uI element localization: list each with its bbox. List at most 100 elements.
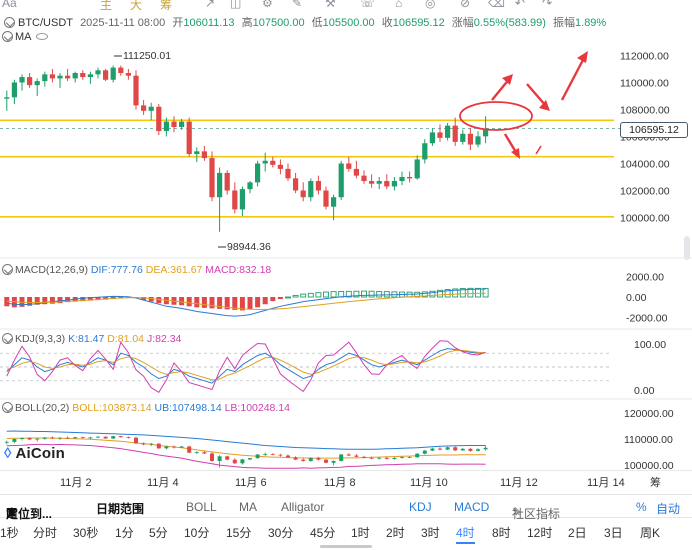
undo-icon[interactable]: ↶ [515, 0, 526, 10]
boll-panel: 120000.00 110000.00 100000.00 [4, 408, 674, 470]
macd-tick-label: 2000.00 [626, 271, 664, 283]
candle-body [186, 121, 192, 155]
ma-collapse-icon[interactable] [2, 31, 13, 42]
candle-body [376, 181, 382, 184]
boll-candle-body [362, 456, 366, 458]
macd-bar [247, 297, 253, 310]
macd-bar [186, 297, 192, 307]
boll-candle-body [468, 448, 473, 451]
macd-toggle[interactable]: MACD [454, 500, 490, 514]
candle-body [232, 190, 238, 210]
interval-timeshare[interactable]: 分时 [33, 526, 58, 540]
collapse-toggle-icon[interactable] [4, 17, 15, 28]
boll-collapse-icon[interactable] [2, 402, 13, 413]
alert-icon[interactable]: ☏ [360, 0, 376, 10]
boll-candle-body [248, 458, 252, 460]
text-size-icon[interactable]: Aa [2, 0, 17, 10]
date-range-button[interactable]: 日期范围 [96, 502, 145, 516]
boll-mid: BOLL:103873.14 [72, 402, 152, 414]
interval-1h[interactable]: 1时 [351, 526, 370, 540]
alligator-toggle[interactable]: Alligator [281, 500, 325, 514]
macd-bar [376, 290, 383, 298]
macd-collapse-icon[interactable] [2, 264, 13, 275]
interval-45m[interactable]: 45分 [310, 526, 336, 540]
redo-icon[interactable]: ↷ [542, 0, 553, 10]
chips-button[interactable]: 筹 [650, 477, 661, 489]
candle-body [80, 73, 86, 78]
boll-candle-body [354, 455, 359, 457]
boll-candle-body [346, 454, 351, 456]
macd-panel: 2000.00 0.00 -2000.00 [4, 271, 668, 325]
candle-body [19, 77, 25, 83]
interval-30s[interactable]: 30秒 [73, 526, 99, 540]
boll-candle-body [278, 454, 283, 456]
kdj-tick-label: 0.00 [634, 385, 655, 397]
macd-bar [4, 297, 10, 307]
price-tick-label: 112000.00 [620, 50, 669, 62]
pen-icon[interactable]: ✎ [292, 0, 303, 10]
boll-tick-label: 100000.00 [624, 460, 674, 470]
interval-12h[interactable]: 12时 [527, 526, 553, 540]
interval-3h[interactable]: 3时 [421, 526, 440, 540]
tool-main[interactable]: 主 [100, 0, 113, 10]
boll-candle-body [172, 446, 176, 448]
community-label: 社区指标 [512, 507, 561, 521]
macd-dif-line [6, 288, 486, 317]
interval-3d[interactable]: 3日 [604, 526, 623, 540]
visible-icon[interactable]: ⊘ [460, 0, 471, 10]
interval-1s[interactable]: 1秒 [0, 526, 19, 540]
kdj-toggle[interactable]: KDJ [409, 500, 432, 514]
auto-toggle[interactable]: 自动 [656, 502, 681, 516]
boll-candle-body [255, 454, 260, 459]
eye-icon[interactable]: ◎ [425, 0, 436, 10]
boll-candle-body [134, 437, 138, 444]
drawing-tool-icon[interactable]: ↗ [205, 0, 216, 10]
interval-15m[interactable]: 15分 [226, 526, 252, 540]
amplitude-label: 振幅 [553, 17, 576, 29]
kdj-collapse-icon[interactable] [2, 333, 13, 344]
interval-4h[interactable]: 4时 [456, 524, 475, 544]
interval-30m[interactable]: 30分 [268, 526, 294, 540]
candle-body [133, 75, 139, 106]
ma-toggle[interactable]: MA [239, 500, 257, 514]
interval-5m[interactable]: 5分 [149, 526, 168, 540]
boll-toggle[interactable]: BOLL [186, 500, 217, 514]
delete-icon[interactable]: ⌫ [488, 0, 505, 10]
ruler-icon[interactable]: ⚒ [325, 0, 336, 10]
boll-tick-label: 120000.00 [624, 408, 674, 420]
boll-candle-body [232, 459, 237, 464]
magnet-icon[interactable]: ⌂ [395, 0, 403, 10]
macd-bar [255, 297, 261, 308]
tool-chips[interactable]: 筹 [160, 0, 173, 10]
candle-body [422, 143, 428, 160]
price-scale-handle[interactable] [684, 236, 690, 260]
candle-body [369, 181, 375, 184]
interval-2d[interactable]: 2日 [568, 526, 587, 540]
interval-week[interactable]: 周K [640, 526, 661, 540]
chart-area[interactable]: 112000.00110000.00108000.00106000.001040… [0, 28, 692, 470]
macd-bar [156, 297, 162, 304]
kdj-j: J:82.34 [146, 333, 182, 345]
time-tick: 11月 8 [324, 477, 356, 489]
interval-2h[interactable]: 2时 [386, 526, 405, 540]
annotation-arrow-3-head [577, 51, 588, 63]
kdj-params[interactable]: KDJ(9,3,3) [15, 333, 66, 345]
interval-1m[interactable]: 1分 [115, 526, 134, 540]
interval-10m[interactable]: 10分 [184, 526, 210, 540]
settings-icon[interactable]: ⚙ [262, 0, 273, 10]
percent-toggle[interactable]: % [636, 500, 647, 514]
macd-bar [179, 297, 185, 306]
interval-8h[interactable]: 8时 [492, 526, 511, 540]
macd-params[interactable]: MACD(12,26,9) [15, 264, 88, 276]
ma-label[interactable]: MA [15, 31, 32, 43]
annotation-arrow-2 [526, 83, 547, 107]
open-value: 106011.13 [183, 17, 235, 29]
tool-big[interactable]: 大 [130, 0, 143, 10]
boll-params[interactable]: BOLL(20,2) [15, 402, 70, 414]
boll-candle-body [392, 457, 397, 459]
candle-body [353, 168, 359, 176]
candle-body [277, 164, 283, 169]
candle-body [217, 172, 223, 198]
ma-visibility-icon[interactable] [35, 33, 48, 40]
lock-icon[interactable]: ◫ [230, 0, 242, 10]
